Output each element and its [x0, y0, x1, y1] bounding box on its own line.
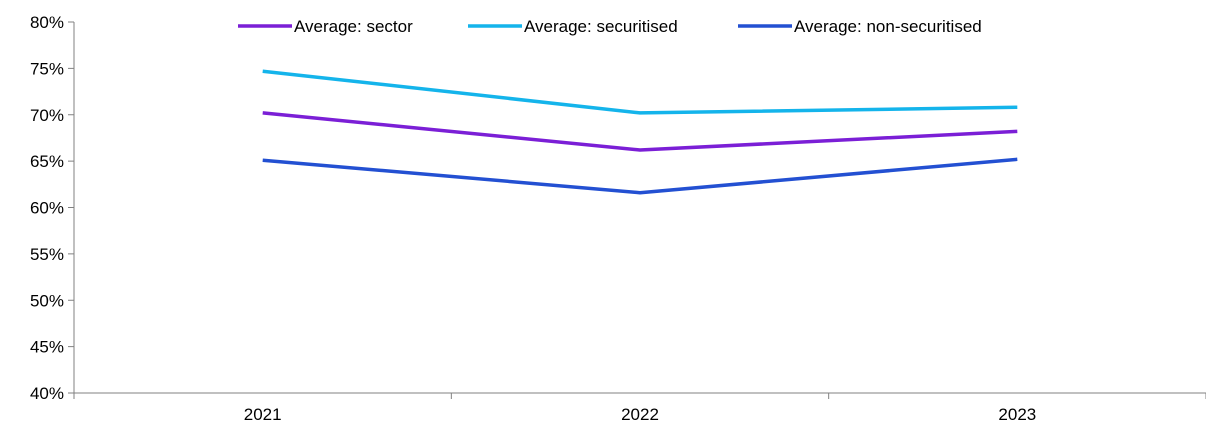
y-tick-label: 50% [30, 291, 64, 310]
y-tick-label: 45% [30, 338, 64, 357]
x-tick-label: 2023 [998, 405, 1036, 424]
x-axis: 2021 2022 2023 [73, 392, 1206, 424]
series-line-average-securitised [262, 69, 1018, 115]
y-tick-label: 80% [30, 13, 64, 32]
legend-label: Average: non-securitised [794, 17, 982, 36]
series-line-average-non-securitised [262, 157, 1018, 195]
y-tick-group: 40% 45% 50% 55% 60% 65% 70% 75% 80% [30, 13, 74, 403]
x-tick-label: 2021 [244, 405, 282, 424]
y-tick-label: 65% [30, 152, 64, 171]
legend: Average: sector Average: securitised Avera… [238, 17, 982, 36]
legend-label: Average: securitised [524, 17, 678, 36]
series-group [262, 69, 1018, 195]
y-tick-label: 60% [30, 199, 64, 218]
legend-item-average-securitised: Average: securitised [468, 17, 678, 36]
y-tick-label: 75% [30, 59, 64, 78]
y-axis: 40% 45% 50% 55% 60% 65% 70% 75% 80% [30, 13, 75, 403]
y-tick-label: 55% [30, 245, 64, 264]
y-tick-label: 70% [30, 106, 64, 125]
y-tick-label: 40% [30, 384, 64, 403]
legend-label: Average: sector [294, 17, 413, 36]
x-tick-group: 2021 2022 2023 [73, 393, 1206, 424]
legend-item-average-non-securitised: Average: non-securitised [738, 17, 982, 36]
x-tick-label: 2022 [621, 405, 659, 424]
series-line-average-sector [262, 111, 1018, 152]
legend-item-average-sector: Average: sector [238, 17, 413, 36]
